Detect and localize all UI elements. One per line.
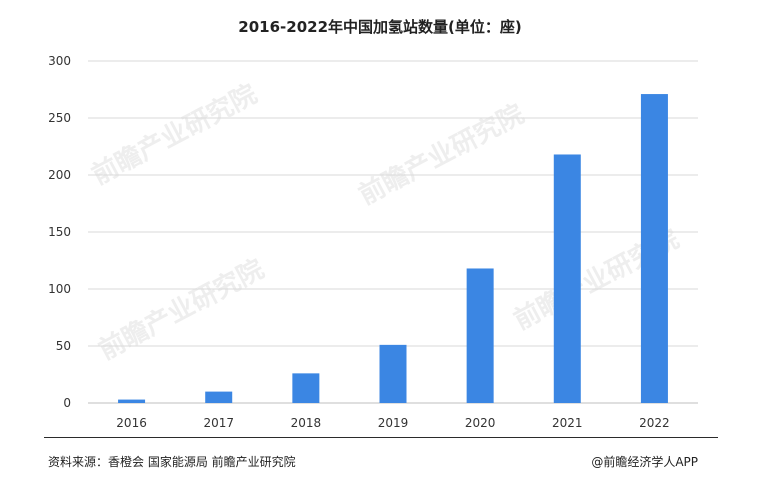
y-axis-ticks: 0 50 100 150 200 250 300 (48, 54, 71, 410)
bar-2017 (205, 391, 233, 403)
bar-2020 (466, 268, 494, 403)
y-tick-label: 150 (48, 225, 71, 239)
x-tick-label: 2020 (465, 416, 496, 430)
chart-title: 2016-2022年中国加氢站数量(单位：座) (238, 18, 522, 36)
x-tick-label: 2021 (552, 416, 583, 430)
y-tick-label: 100 (48, 282, 71, 296)
bar-2022 (640, 94, 668, 403)
bar-2018 (292, 373, 320, 403)
watermark-text: 前瞻产业研究院 (94, 253, 269, 366)
bar-2016 (118, 399, 146, 403)
footer-divider (44, 437, 718, 438)
x-tick-label: 2018 (291, 416, 322, 430)
bars (118, 94, 668, 403)
x-tick-label: 2017 (203, 416, 234, 430)
y-tick-label: 200 (48, 168, 71, 182)
bar-2019 (379, 344, 407, 403)
y-tick-label: 300 (48, 54, 71, 68)
x-tick-label: 2022 (639, 416, 670, 430)
source-note: 资料来源：香橙会 国家能源局 前瞻产业研究院 (48, 455, 296, 469)
x-axis-ticks: 2016 2017 2018 2019 2020 2021 2022 (116, 416, 669, 430)
y-tick-label: 0 (63, 396, 71, 410)
x-tick-label: 2019 (378, 416, 409, 430)
y-tick-label: 50 (56, 339, 71, 353)
bar-2021 (553, 154, 581, 403)
watermark-text: 前瞻产业研究院 (87, 78, 262, 191)
y-tick-label: 250 (48, 111, 71, 125)
credit-note: @前瞻经济学人APP (591, 455, 698, 469)
watermark-text: 前瞻产业研究院 (354, 98, 529, 211)
x-tick-label: 2016 (116, 416, 147, 430)
